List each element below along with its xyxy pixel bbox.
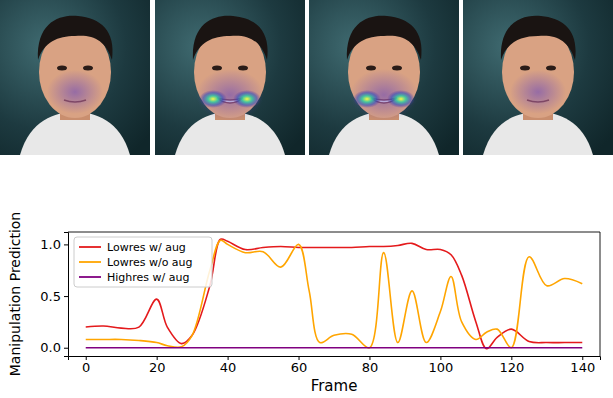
x-axis-title: Frame <box>311 377 358 395</box>
heatmap-hotspot <box>233 90 261 108</box>
heatmap-hotspot <box>387 90 415 108</box>
eye <box>546 66 556 71</box>
legend-label: Lowres w/ aug <box>107 241 186 254</box>
legend-swatch <box>79 261 101 263</box>
y-axis-title: Manipulation Prediction <box>7 212 23 376</box>
x-tick: 20 <box>149 356 166 375</box>
legend: Lowres w/ aug Lowres w/o aug Highres w/ au… <box>74 237 212 287</box>
heatmap-glow <box>510 70 566 114</box>
y-tick: 0.5 <box>40 289 68 304</box>
hair <box>501 16 576 60</box>
eye <box>83 66 93 71</box>
heatmap-glow <box>47 70 103 114</box>
series-line <box>86 347 583 349</box>
x-tick: 100 <box>428 356 453 375</box>
frame-right <box>600 232 601 356</box>
x-tick-label: 60 <box>291 360 308 375</box>
y-tick-mark <box>64 348 68 349</box>
image-background <box>155 0 305 155</box>
hair <box>193 16 268 60</box>
figure: 0 20 40 60 80 100 120 140 0.0 0.5 1.0 Frame Manipula… <box>0 0 613 398</box>
x-tick-label: 100 <box>428 360 453 375</box>
heatmap-glow <box>196 69 264 121</box>
y-tick-mark <box>64 244 68 245</box>
y-tick-mark <box>64 296 68 297</box>
series-line <box>86 240 583 348</box>
image-panel <box>0 0 150 155</box>
x-tick: 60 <box>291 356 308 375</box>
legend-label: Lowres w/o aug <box>107 256 193 269</box>
y-tick-label: 0.0 <box>40 340 61 355</box>
y-axis-line <box>64 233 69 357</box>
eye <box>392 66 402 71</box>
x-axis: 0 20 40 60 80 100 120 140 <box>69 356 601 375</box>
eye <box>238 66 248 71</box>
x-tick: 140 <box>570 356 595 375</box>
x-tick-label: 120 <box>499 360 524 375</box>
image-background <box>463 0 613 155</box>
eye <box>366 66 376 71</box>
x-tick-label: 0 <box>82 360 90 375</box>
image-panel <box>309 0 459 155</box>
y-tick-label: 0.5 <box>40 289 61 304</box>
hair <box>38 16 113 60</box>
x-tick: 0 <box>82 356 90 375</box>
image-background <box>0 0 150 155</box>
y-tick: 0.0 <box>40 340 68 355</box>
y-tick-label: 1.0 <box>40 237 61 252</box>
plot-area <box>86 239 583 349</box>
x-tick-label: 20 <box>149 360 166 375</box>
hair <box>347 16 422 60</box>
frame-top <box>68 232 600 233</box>
legend-swatch <box>79 246 101 248</box>
x-tick-label: 140 <box>570 360 595 375</box>
x-tick-label: 40 <box>220 360 237 375</box>
x-tick: 40 <box>220 356 237 375</box>
heatmap-hotspot <box>353 90 381 108</box>
eye <box>520 66 530 71</box>
series-line <box>86 239 583 349</box>
image-background <box>309 0 459 155</box>
heatmap-hotspot <box>199 90 227 108</box>
eye <box>57 66 67 71</box>
y-axis: 0.0 0.5 1.0 <box>40 233 68 357</box>
image-panel <box>463 0 613 155</box>
x-tick-label: 80 <box>362 360 379 375</box>
x-tick: 120 <box>499 356 524 375</box>
legend-label: Highres w/ aug <box>107 271 189 284</box>
y-tick: 1.0 <box>40 237 68 252</box>
eye <box>212 66 222 71</box>
image-panel <box>155 0 305 155</box>
x-tick: 80 <box>362 356 379 375</box>
heatmap-glow <box>350 69 418 121</box>
legend-swatch <box>79 276 101 278</box>
legend-box <box>74 237 212 287</box>
